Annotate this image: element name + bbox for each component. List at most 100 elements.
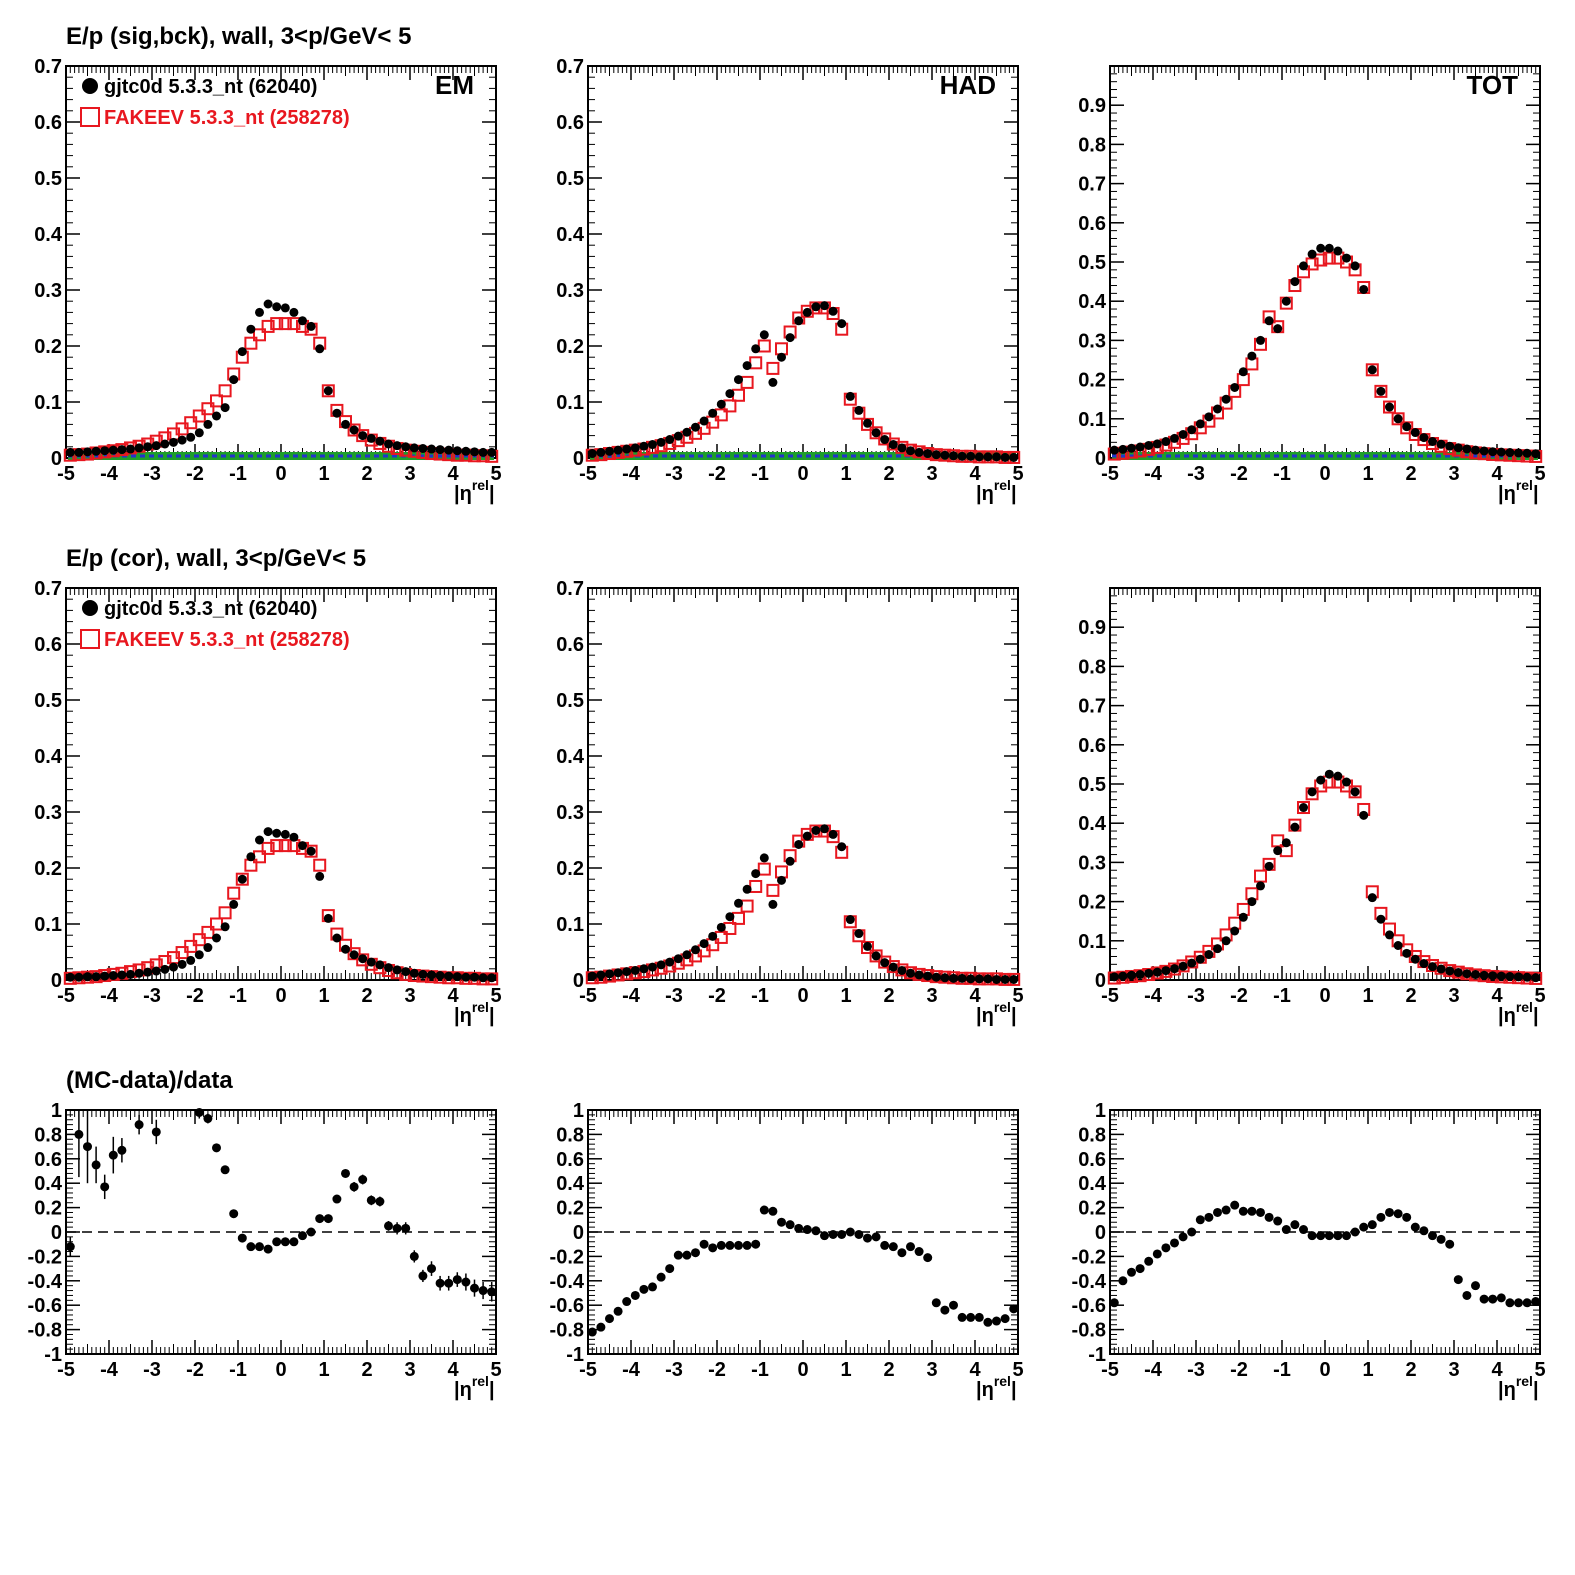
x-tick-label: 2 [883,985,894,1007]
ratio-point [1213,1207,1222,1217]
x-axis-title: |ηrel| [1498,477,1539,505]
data-point [1514,448,1523,458]
ratio-point [74,1129,84,1139]
y-tick-label: 1 [1095,1100,1106,1122]
data-point [1367,893,1377,903]
data-point [983,974,993,984]
legend-mc-marker [80,629,100,649]
data-point [1531,449,1541,459]
x-tick-label: -4 [622,985,641,1007]
data-point [246,852,256,862]
ratio-point [794,1223,804,1233]
data-point [759,330,769,340]
ratio-point [1316,1231,1326,1241]
data-point [992,452,1001,462]
ratio-point [854,1229,864,1239]
data-point [1462,444,1472,454]
data-point [828,306,838,316]
data-point [1230,382,1240,392]
y-tick-label: 0.3 [34,280,62,302]
legend-mc-label: FAKEEV 5.3.3_nt (258278) [104,107,350,129]
ratio-point [427,1264,436,1274]
x-tick-label: -2 [186,1359,204,1381]
data-point [1333,771,1343,781]
data-point [280,303,290,313]
mc-point [270,839,284,853]
y-tick-label: 0.9 [1078,95,1106,117]
data-point [1324,243,1334,253]
data-point [143,967,153,977]
data-point [802,831,812,841]
data-point [289,832,299,842]
data-point [1488,447,1498,457]
ratio-point [1428,1231,1437,1241]
x-tick-label: 0 [797,463,808,485]
data-point [1009,452,1019,462]
data-point [897,965,907,975]
ratio-point [734,1240,743,1250]
ratio-point [418,1271,428,1281]
data-point [931,972,941,982]
ratio-point [151,1127,161,1137]
data-point [1144,440,1154,450]
data-point [699,939,709,949]
panel-2-1: -5 -4 -3 -2 -1 0 1 2 3 4 5-1-0.8-0.6-0.4-0.200.20.… [550,1100,1024,1401]
ratio-point [820,1231,829,1241]
x-tick-label: 3 [404,463,415,485]
data-point [596,447,606,457]
ratio-point [630,1290,640,1300]
data-point [401,967,411,977]
data-point [974,974,984,984]
data-point [1522,972,1532,982]
data-point [1161,966,1171,976]
y-tick-label: 0.8 [1078,1124,1106,1146]
panel-label-2: TOT [1466,70,1518,100]
data-point [203,943,213,953]
y-tick-label: -0.8 [1072,1320,1106,1342]
data-point [1299,261,1308,271]
y-tick-label: 0.2 [34,1198,62,1220]
mc-point [261,319,275,333]
data-point [349,425,359,435]
data-point [315,344,325,354]
data-point [298,316,307,326]
ratio-point [837,1229,847,1239]
data-point [1376,914,1386,924]
data-point [1505,448,1515,458]
ratio-point [323,1214,333,1224]
data-point [820,824,829,834]
x-tick-label: -5 [57,1359,75,1381]
ratio-point [1453,1275,1463,1285]
data-point [272,302,282,312]
ratio-point [966,1312,976,1322]
ratio-point [1376,1212,1386,1222]
data-point [880,958,890,968]
data-point [1290,277,1300,287]
ratio-point [871,1232,881,1242]
data-point [212,933,221,943]
data-point [1514,972,1523,982]
ratio-point [117,1145,127,1155]
data-point [785,856,795,866]
mc-point [732,388,745,402]
x-tick-label: 0 [797,1359,808,1381]
ratio-point [699,1239,709,1249]
x-axis-title: |ηrel| [1498,1373,1539,1401]
data-point [1273,846,1283,856]
x-tick-label: 3 [1448,463,1459,485]
ratio-point [1204,1212,1214,1222]
x-tick-label: 3 [1448,985,1459,1007]
ratio-point [957,1312,967,1322]
mc-point [766,883,780,897]
x-tick-label: -5 [1101,1359,1119,1381]
panel-0-0: -5 -4 -3 -2 -1 0 1 2 3 4 5 0 0.1 0.2 0.3 0.4 0.5 0.6 0.7 |η… [34,56,501,505]
x-tick-label: 0 [275,463,286,485]
y-tick-label: 0.6 [34,634,62,656]
ratio-point [83,1142,92,1152]
ratio-point [108,1150,118,1160]
data-point [656,960,666,970]
data-point [1238,912,1248,922]
data-point [126,969,135,979]
data-point [1436,964,1446,974]
data-point [622,444,632,454]
